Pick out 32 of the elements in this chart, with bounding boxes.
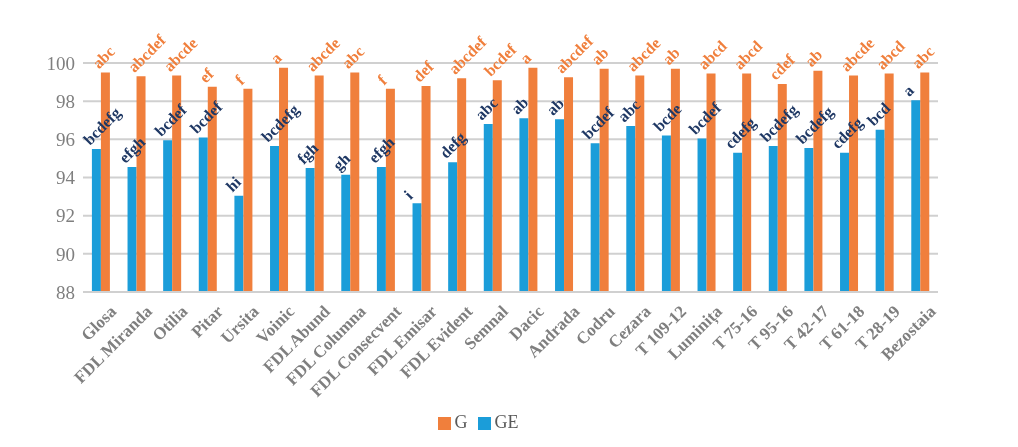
y-tick-label: 100 (46, 52, 75, 74)
data-label: gh (329, 149, 355, 175)
data-label: i (400, 186, 417, 203)
data-label: abc (614, 96, 644, 126)
data-label: f (374, 71, 391, 88)
data-label: ef (195, 64, 218, 86)
data-label: ab (507, 93, 532, 118)
data-label: ab (801, 45, 826, 70)
data-label: a (516, 49, 535, 67)
data-label: fgh (293, 139, 323, 168)
y-tick-label: 88 (56, 281, 75, 303)
legend-label: G (454, 412, 468, 432)
y-tick-label: 98 (56, 90, 75, 112)
data-label: abc (89, 42, 118, 72)
data-label: bcde (650, 99, 685, 135)
y-tick-label: 96 (56, 129, 75, 151)
data-label: efgh (365, 133, 399, 167)
legend-label: GE (494, 412, 519, 432)
y-tick-label: 92 (56, 205, 75, 227)
data-label: abc (471, 94, 501, 124)
data-label: hi (222, 172, 245, 195)
data-label: efgh (115, 133, 150, 167)
y-tick-label: 90 (56, 243, 75, 265)
data-label: a (899, 81, 918, 100)
data-label: cdef (765, 50, 799, 84)
data-label: f (231, 71, 248, 88)
data-label: def (409, 57, 438, 86)
data-label: defg (436, 128, 470, 163)
data-label: ab (543, 94, 568, 119)
y-tick-label: 94 (56, 167, 76, 189)
data-label: a (267, 49, 285, 67)
data-label: abc (908, 42, 938, 72)
